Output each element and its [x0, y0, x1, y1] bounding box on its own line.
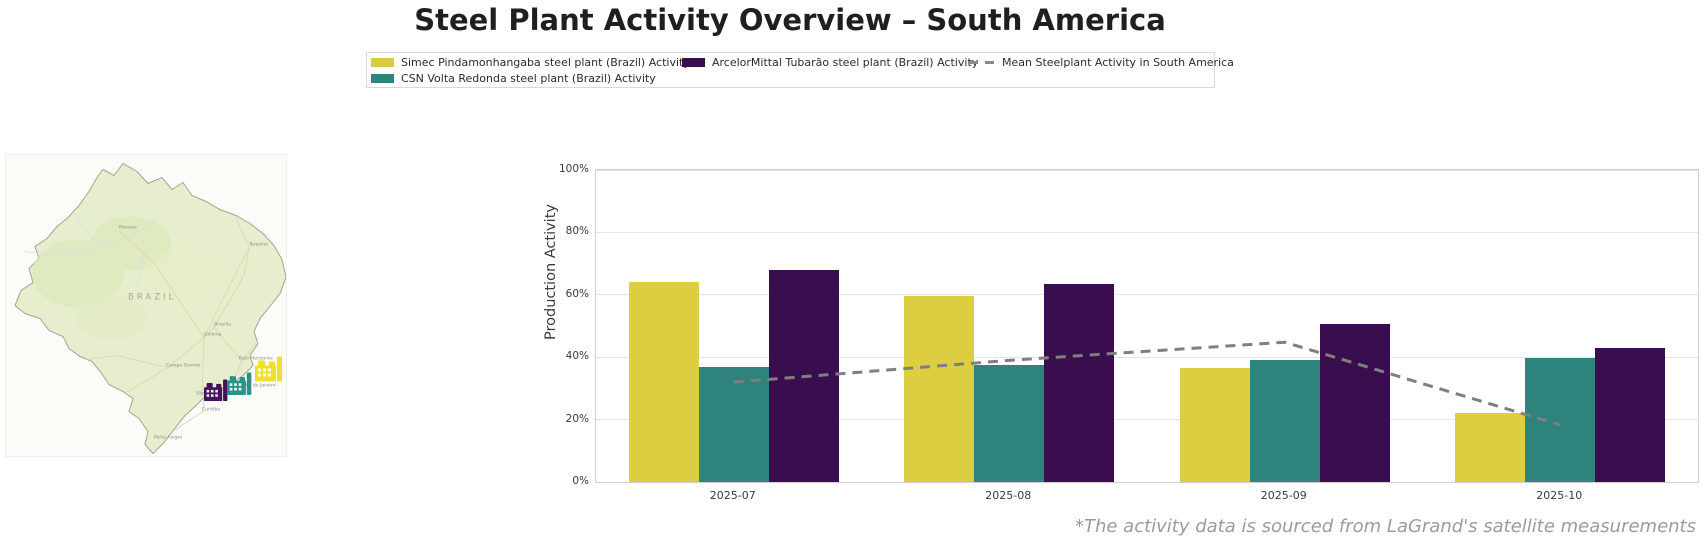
city-label: Teresina	[248, 242, 268, 248]
x-tick-label: 2025-08	[985, 489, 1032, 502]
city-label: Goiânia	[204, 331, 222, 338]
bar	[768, 269, 839, 482]
bar	[1319, 323, 1390, 482]
dashed-line-marker-icon	[969, 60, 995, 64]
footnote: *The activity data is sourced from LaGra…	[1074, 516, 1696, 537]
legend-label: CSN Volta Redonda steel plant (Brazil) A…	[401, 71, 656, 85]
y-tick-label: 100%	[558, 163, 589, 175]
color-swatch-icon	[682, 57, 705, 67]
chart-legend: Simec Pindamonhangaba steel plant (Brazi…	[366, 52, 1234, 88]
color-swatch-icon	[371, 57, 394, 67]
bar	[1525, 357, 1596, 482]
legend-label: Simec Pindamonhangaba steel plant (Brazi…	[401, 55, 690, 69]
legend-item: ArcelorMittal Tubarão steel plant (Brazi…	[682, 56, 978, 69]
gridline	[596, 231, 1698, 233]
city-label: Porto Alegre	[154, 435, 182, 441]
y-tick-label: 0%	[572, 475, 589, 487]
color-swatch-icon	[371, 73, 394, 83]
legend-item: Mean Steelplant Activity in South Americ…	[969, 56, 1234, 69]
city-label: Rio de Janeiro	[244, 383, 276, 389]
y-tick-label: 80%	[565, 225, 589, 238]
map-rivers	[23, 215, 159, 286]
page-title: Steel Plant Activity Overview – South Am…	[414, 3, 1166, 37]
y-axis-label: Production Activity	[543, 204, 559, 340]
map-country-label: BRAZIL	[128, 293, 176, 303]
legend-label: Mean Steelplant Activity in South Americ…	[1002, 55, 1234, 69]
bar	[698, 366, 769, 482]
legend-item: Simec Pindamonhangaba steel plant (Brazi…	[371, 56, 690, 69]
x-tick-label: 2025-09	[1260, 489, 1307, 502]
city-label: Belo Horizonte	[239, 356, 273, 362]
y-tick-label: 40%	[565, 350, 589, 363]
city-label: Brasília	[214, 321, 231, 328]
x-tick-label: 2025-10	[1536, 489, 1583, 502]
bar	[1044, 283, 1115, 482]
bar	[974, 365, 1045, 482]
legend-item: CSN Volta Redonda steel plant (Brazil) A…	[371, 72, 682, 85]
x-tick-label: 2025-07	[709, 489, 756, 502]
bar	[1179, 368, 1250, 482]
map-svg: BRAZIL Manaus Teresina Brasília Goiânia Belo…	[14, 162, 286, 455]
plot-area	[595, 169, 1699, 483]
y-tick-label: 20%	[565, 412, 589, 425]
brazil-landmass	[14, 162, 286, 455]
bar	[904, 296, 975, 482]
gridline	[596, 294, 1698, 296]
gridline	[596, 169, 1698, 171]
y-tick-label: 60%	[565, 287, 589, 300]
bar	[1455, 413, 1526, 482]
city-label: Campo Grande	[166, 363, 201, 369]
map-terrain-shading	[32, 216, 215, 340]
bar	[628, 282, 699, 482]
bar	[1595, 348, 1666, 482]
city-label: Curitiba	[202, 407, 220, 413]
city-label: Manaus	[119, 225, 137, 231]
brazil-map: BRAZIL Manaus Teresina Brasília Goiânia Belo…	[5, 154, 287, 457]
bar	[1249, 359, 1320, 482]
legend-label: ArcelorMittal Tubarão steel plant (Brazi…	[712, 55, 979, 69]
